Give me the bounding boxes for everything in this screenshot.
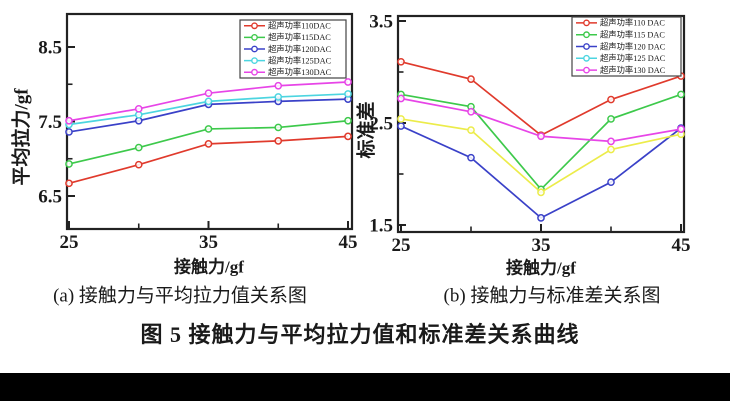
data-point-marker xyxy=(607,145,615,154)
data-point-marker xyxy=(397,57,405,66)
chart-a-y-axis-label: 平均拉力/gf xyxy=(11,88,33,186)
legend-entry-label: 超声功率125 DAC xyxy=(600,53,666,63)
legend-swatch-marker xyxy=(583,43,590,50)
data-point-marker xyxy=(607,95,615,104)
legend-entry-label: 超声功率120 DAC xyxy=(600,41,666,51)
chart-a-x-axis-label: 接触力/gf xyxy=(174,257,244,277)
data-point-marker xyxy=(274,93,283,101)
data-point-marker xyxy=(467,107,475,116)
data-point-marker xyxy=(65,128,73,136)
y-axis-tick-label: 2.5 xyxy=(369,113,393,134)
legend-entry-label: 超声功率110 DAC xyxy=(600,18,665,28)
series-line xyxy=(400,93,682,191)
data-point-marker xyxy=(65,116,73,125)
x-axis-tick-label: 35 xyxy=(199,232,218,253)
data-point-marker xyxy=(467,153,475,162)
legend-entry-label: 超声功率110DAC xyxy=(268,21,331,31)
data-point-marker xyxy=(344,78,352,86)
legend-box xyxy=(239,19,347,79)
x-axis-tick-label: 45 xyxy=(339,232,358,253)
data-point-marker xyxy=(467,75,475,83)
data-point-marker xyxy=(204,89,213,98)
subcaption-b: (b) 接触力与标准差关系图 xyxy=(443,285,661,307)
x-axis-tick-label: 25 xyxy=(60,232,79,253)
bottom-black-bar xyxy=(0,373,730,401)
legend-swatch-marker xyxy=(583,31,590,39)
data-point-marker xyxy=(134,104,143,113)
legend-swatch-marker xyxy=(251,45,258,53)
data-point-marker xyxy=(537,214,545,222)
data-point-marker xyxy=(204,97,213,106)
data-point-marker xyxy=(397,122,405,130)
data-point-marker xyxy=(537,188,545,197)
data-point-marker xyxy=(274,137,283,145)
data-point-marker xyxy=(65,179,73,188)
subcaption-a: (a) 接触力与平均拉力值关系图 xyxy=(53,285,307,307)
legend-swatch-marker xyxy=(251,34,258,41)
legend-swatch-marker xyxy=(583,54,590,62)
data-point-marker xyxy=(204,140,213,148)
data-point-marker xyxy=(397,115,405,123)
data-point-marker xyxy=(274,81,283,90)
figure-caption: 图 5 接触力与平均拉力值和标准差关系曲线 xyxy=(140,322,580,347)
data-point-marker xyxy=(677,125,685,133)
y-axis-tick-label: 6.5 xyxy=(38,186,62,207)
legend-entry-label: 超声功率115 DAC xyxy=(600,30,665,40)
data-point-marker xyxy=(344,132,352,141)
data-point-marker xyxy=(274,123,283,132)
data-point-marker xyxy=(397,94,405,103)
data-point-marker xyxy=(204,125,213,133)
data-point-marker xyxy=(607,178,615,187)
legend-swatch-marker xyxy=(251,68,258,76)
x-axis-tick-label: 35 xyxy=(532,235,551,256)
y-axis-tick-label: 8.5 xyxy=(38,37,62,58)
data-point-marker xyxy=(607,137,615,146)
chart-b-y-axis-label: 标准差 xyxy=(356,101,378,159)
y-axis-tick-label: 7.5 xyxy=(38,112,62,133)
legend-entry-label: 超声功率125DAC xyxy=(268,55,332,65)
x-axis-tick-label: 25 xyxy=(392,235,411,256)
data-point-marker xyxy=(134,143,143,152)
legend-swatch-marker xyxy=(583,66,590,74)
data-point-marker xyxy=(344,116,352,125)
chart-b-x-axis-label: 接触力/gf xyxy=(506,258,576,278)
legend-swatch-marker xyxy=(251,22,258,30)
data-point-marker xyxy=(344,90,352,98)
data-point-marker xyxy=(467,126,475,134)
data-point-marker xyxy=(677,90,685,99)
series-line xyxy=(400,118,682,194)
legend-entry-label: 超声功率120DAC xyxy=(268,44,332,54)
data-point-marker xyxy=(537,132,545,141)
data-point-marker xyxy=(607,115,615,123)
y-axis-tick-label: 3.5 xyxy=(369,11,393,32)
y-axis-tick-label: 1.5 xyxy=(369,215,393,236)
x-axis-tick-label: 45 xyxy=(672,235,691,256)
data-point-marker xyxy=(134,160,143,169)
legend-swatch-marker xyxy=(251,57,258,64)
legend-entry-label: 超声功率130 DAC xyxy=(600,65,666,75)
legend-swatch-marker xyxy=(583,19,590,27)
legend-entry-label: 超声功率115DAC xyxy=(268,32,331,42)
legend-entry-label: 超声功率130DAC xyxy=(268,67,332,77)
data-point-marker xyxy=(65,160,73,168)
